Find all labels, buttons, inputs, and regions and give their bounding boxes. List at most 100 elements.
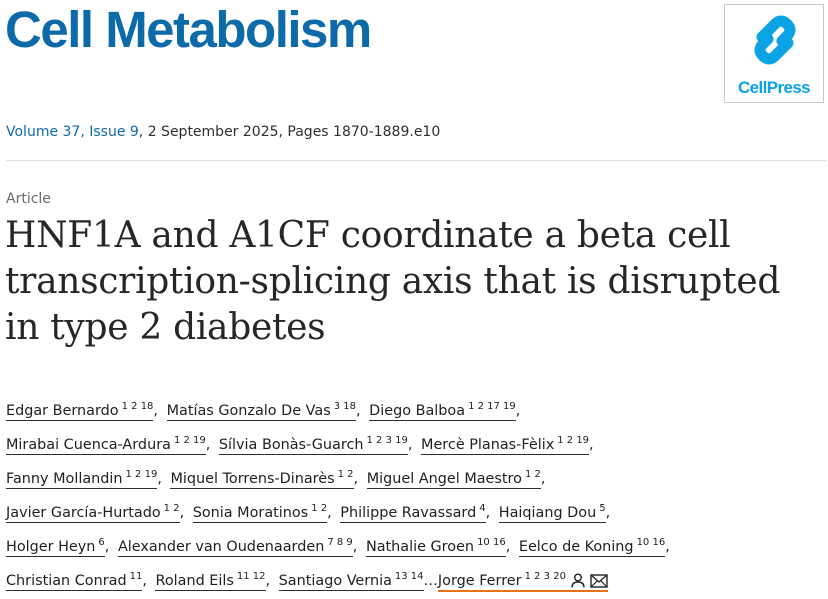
author-link[interactable]: Eelco de Koning 10 16 [518,537,666,557]
author-affiliations: 3 18 [333,401,356,412]
author-affiliations: 1 2 [163,503,180,514]
author-link[interactable]: Mercè Planas-Fèlix 1 2 19 [421,435,590,455]
article-type: Article [6,191,51,207]
author-separator: , [157,471,162,487]
author-separator: , [515,403,521,419]
author-separator: , [407,437,413,453]
author-affiliations: 1 2 3 19 [366,435,408,446]
author-link[interactable]: Haiqiang Dou 5 [498,503,606,523]
author-entry: Miguel Angel Maestro 1 2, [366,469,550,489]
author-name: Alexander van Oudenaarden [117,539,325,555]
author-affiliations: 10 16 [477,537,506,548]
author-affiliations: 1 2 17 19 [468,401,516,412]
author-link[interactable]: Sílvia Bonàs-Guarch 1 2 3 19 [218,435,408,455]
author-link[interactable]: Roland Eils 11 12 [155,571,266,591]
cellpress-logo-text: CellPress [737,78,811,97]
author-affiliations: 5 [599,503,606,514]
author-name: Diego Balboa [369,403,466,419]
author-affiliations: 1 2 [311,503,328,514]
author-separator: , [605,505,611,521]
author-link[interactable]: Santiago Vernia 13 14 [278,571,424,591]
author-separator: , [265,573,271,589]
author-separator: , [142,573,147,589]
author-separator: , [540,471,546,487]
author-affiliations: 1 2 19 [125,469,158,480]
author-name: Haiqiang Dou [498,505,597,521]
author-affiliations: 10 16 [636,537,666,548]
author-affiliations: 1 2 [524,469,541,480]
author-separator: , [505,539,511,555]
author-entry: Fanny Mollandin 1 2 19, [6,469,166,489]
author-name: Nathalie Groen [365,539,475,555]
author-link[interactable]: Javier García-Hurtado 1 2 [6,503,180,523]
author-name: Mercè Planas-Fèlix [421,437,555,453]
person-icon [571,569,585,599]
citation-line: Volume 37, Issue 9, 2 September 2025, Pa… [6,124,440,140]
author-separator: , [327,505,332,521]
author-affiliations: 1 2 18 [121,401,154,412]
divider [6,160,826,161]
author-entry: Eelco de Koning 10 16, [518,537,674,557]
author-separator: , [153,403,158,419]
author-entry: Miquel Torrens-Dinarès 1 2, [170,469,362,489]
author-name: Javier García-Hurtado [6,505,161,521]
author-separator: , [356,403,361,419]
author-entry: Matías Gonzalo De Vas 3 18, [166,401,365,421]
author-ellipsis: … [423,573,438,589]
author-entry: Nathalie Groen 10 16, [365,537,514,557]
author-entry: Sonia Moratinos 1 2, [192,503,336,523]
author-name: Mirabai Cuenca-Ardura [6,437,171,453]
author-link[interactable]: Philippe Ravassard 4 [340,503,486,523]
author-affiliations: 6 [98,537,105,548]
author-link[interactable]: Alexander van Oudenaarden 7 8 9 [117,537,353,557]
author-link[interactable]: Miquel Torrens-Dinarès 1 2 [170,469,354,489]
author-link[interactable]: Christian Conrad 11 [6,571,143,591]
author-name: Sílvia Bonàs-Guarch [218,437,364,453]
author-affiliations: 1 2 [337,469,354,480]
author-entry: Santiago Vernia 13 14 [278,571,424,591]
author-entry: Philippe Ravassard 4, [340,503,494,523]
article-title: HNF1A and A1CF coordinate a beta cell tr… [5,215,781,348]
author-entry: Mercè Planas-Fèlix 1 2 19, [421,435,598,455]
author-link[interactable]: Mirabai Cuenca-Ardura 1 2 19 [6,435,206,455]
author-link[interactable]: Sonia Moratinos 1 2 [192,503,328,523]
author-name: Matías Gonzalo De Vas [166,403,331,419]
volume-issue-link[interactable]: Volume 37, Issue 9 [6,124,139,140]
author-affiliations: 7 8 9 [327,537,353,548]
author-entry: Diego Balboa 1 2 17 19, [369,401,524,421]
author-entry: Haiqiang Dou 5, [498,503,614,523]
author-entry: Alexander van Oudenaarden 7 8 9, [117,537,361,557]
author-name: Jorge Ferrer [437,573,522,589]
author-link[interactable]: Fanny Mollandin 1 2 19 [6,469,158,489]
author-name: Miguel Angel Maestro [366,471,522,487]
author-affiliations: 1 2 19 [173,435,206,446]
cellpress-logo[interactable]: CellPress [724,4,824,103]
author-entry: Christian Conrad 11, [6,571,151,591]
journal-title[interactable]: Cell Metabolism [5,1,372,58]
author-name: Eelco de Koning [518,539,634,555]
citation-details: , 2 September 2025, Pages 1870-1889.e10 [138,124,441,140]
author-separator: , [205,437,211,453]
author-entry: Sílvia Bonàs-Guarch 1 2 3 19, [218,435,417,455]
author-separator: , [665,539,670,555]
author-name: Sonia Moratinos [192,505,309,521]
author-affiliations: 11 [129,571,143,582]
author-name: Santiago Vernia [278,573,392,589]
author-name: Edgar Bernardo [6,403,119,419]
author-link[interactable]: Nathalie Groen 10 16 [365,537,506,557]
author-name: Philippe Ravassard [340,505,477,521]
author-link[interactable]: Holger Heyn 6 [6,537,105,557]
author-link[interactable]: Miguel Angel Maestro 1 2 [366,469,541,489]
author-link[interactable]: Diego Balboa 1 2 17 19 [369,401,516,421]
author-entry: Javier García-Hurtado 1 2, [6,503,188,523]
author-link[interactable]: Edgar Bernardo 1 2 18 [6,401,154,421]
corresponding-author-link[interactable]: Jorge Ferrer 1 2 3 20 [437,571,608,592]
author-link[interactable]: Matías Gonzalo De Vas 3 18 [166,401,356,421]
author-name: Roland Eils [155,573,234,589]
author-entry: Edgar Bernardo 1 2 18, [6,401,162,421]
author-separator: , [104,539,110,555]
author-separator: , [352,539,358,555]
author-separator: , [353,471,359,487]
author-name: Miquel Torrens-Dinarès [170,471,335,487]
author-entry: Roland Eils 11 12, [155,571,274,591]
